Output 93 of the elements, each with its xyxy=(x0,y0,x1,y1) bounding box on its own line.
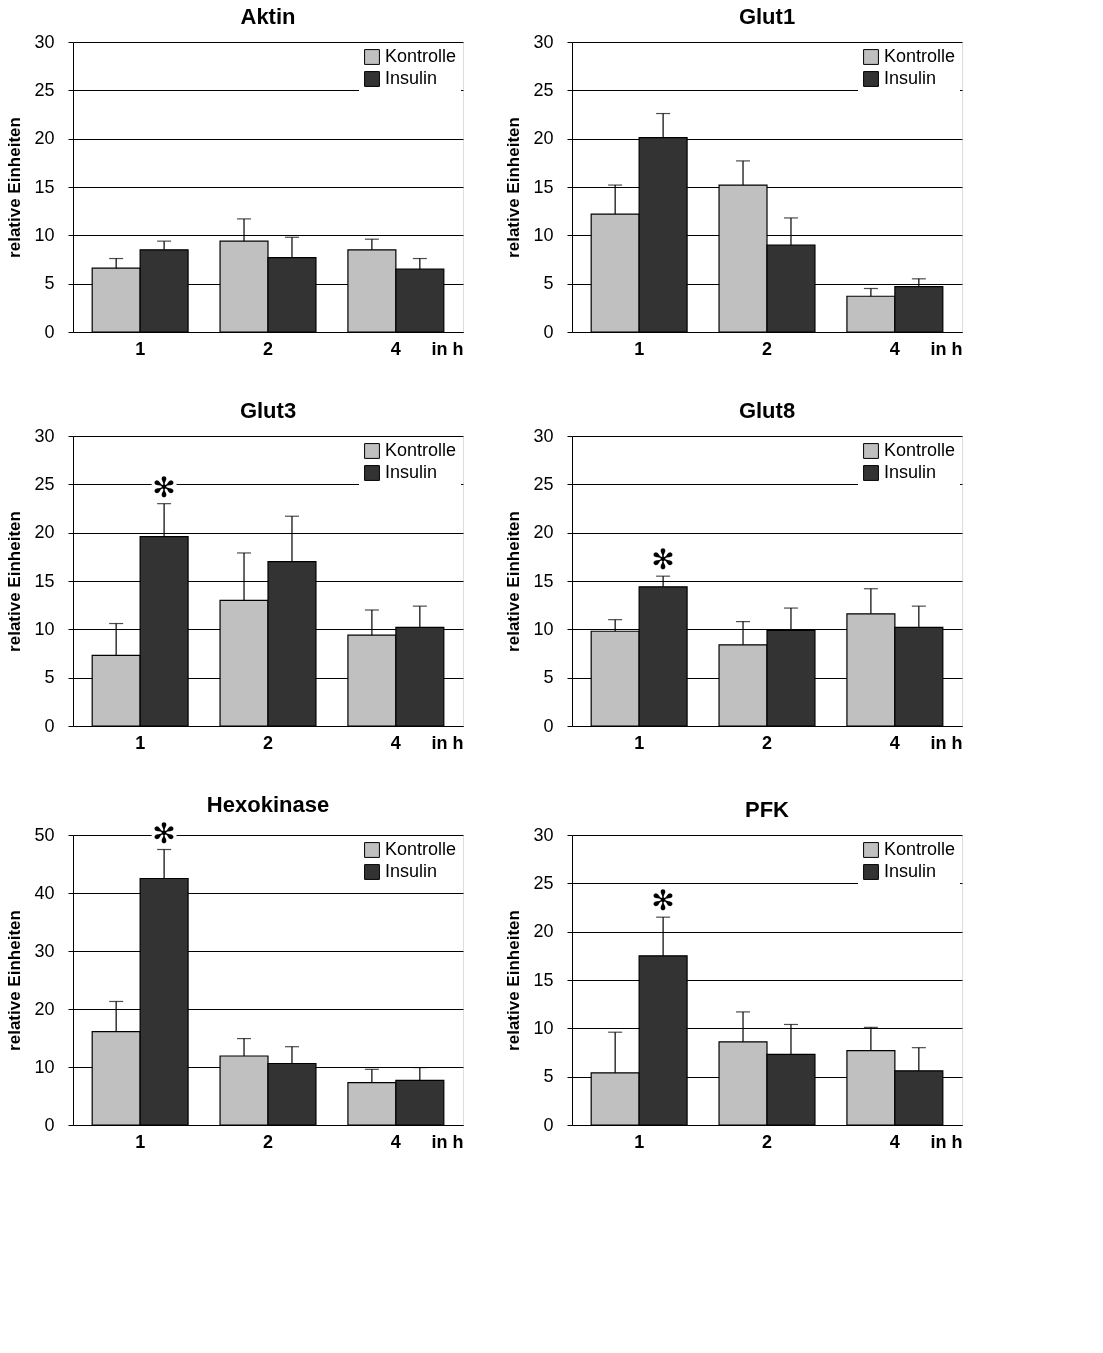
x-tick-label: 2 xyxy=(262,338,274,359)
legend-label: Insulin xyxy=(385,462,438,482)
y-tick-label: 0 xyxy=(543,715,554,736)
x-tick-label: 4 xyxy=(889,338,900,359)
y-tick-label: 20 xyxy=(533,921,554,942)
y-tick-label: 15 xyxy=(34,176,55,197)
legend-label: Kontrolle xyxy=(385,839,457,859)
legend-label: Insulin xyxy=(884,68,937,88)
y-tick-label: 20 xyxy=(34,998,55,1019)
x-tick-label: 1 xyxy=(634,338,645,359)
y-tick-label: 10 xyxy=(34,1056,55,1077)
x-tick-label: 2 xyxy=(262,1131,274,1152)
x-tick-label: 2 xyxy=(761,732,773,753)
x-axis-title: in h xyxy=(431,1131,464,1152)
legend-label: Kontrolle xyxy=(884,839,956,859)
y-tick-label: 30 xyxy=(533,425,554,446)
chart-title: Hexokinase xyxy=(206,791,330,817)
annotation: ✻ xyxy=(152,816,176,850)
x-axis-title: in h xyxy=(431,338,464,359)
y-tick-label: 0 xyxy=(543,321,554,342)
legend-label: Kontrolle xyxy=(884,46,956,66)
legend-label: Insulin xyxy=(385,861,438,881)
y-tick-label: 20 xyxy=(34,128,55,149)
y-tick-label: 5 xyxy=(44,273,55,294)
x-tick-label: 2 xyxy=(761,338,773,359)
x-axis-title: in h xyxy=(930,338,963,359)
legend-label: Insulin xyxy=(884,462,937,482)
y-tick-label: 15 xyxy=(34,570,55,591)
chart-title: Glut8 xyxy=(738,398,796,423)
y-axis-title: relative Einheiten xyxy=(5,511,25,652)
y-tick-label: 25 xyxy=(533,473,554,494)
x-axis-title: in h xyxy=(930,1131,963,1152)
x-tick-label: 1 xyxy=(634,732,645,753)
y-tick-label: 5 xyxy=(543,667,554,688)
y-tick-label: 30 xyxy=(34,425,55,446)
y-tick-label: 25 xyxy=(533,872,554,893)
x-tick-label: 1 xyxy=(135,1131,146,1152)
y-tick-label: 25 xyxy=(34,79,55,100)
y-tick-label: 15 xyxy=(533,176,554,197)
x-tick-label: 4 xyxy=(889,1131,900,1152)
y-tick-label: 30 xyxy=(533,31,554,52)
legend-label: Insulin xyxy=(884,861,937,881)
y-axis-title: relative Einheiten xyxy=(504,910,524,1051)
annotation: ✻ xyxy=(651,543,675,577)
x-tick-label: 1 xyxy=(135,732,146,753)
x-tick-label: 4 xyxy=(390,338,401,359)
y-tick-label: 10 xyxy=(34,224,55,245)
y-tick-label: 5 xyxy=(543,1066,554,1087)
y-tick-label: 10 xyxy=(34,618,55,639)
x-tick-label: 4 xyxy=(889,732,900,753)
y-axis-title: relative Einheiten xyxy=(504,117,524,258)
x-axis-title: in h xyxy=(431,732,464,753)
y-axis-title: relative Einheiten xyxy=(5,117,25,258)
y-tick-label: 40 xyxy=(34,882,55,903)
legend-label: Kontrolle xyxy=(385,46,457,66)
legend-label: Kontrolle xyxy=(385,440,457,460)
y-tick-label: 50 xyxy=(34,824,55,845)
y-tick-label: 0 xyxy=(44,715,55,736)
y-tick-label: 20 xyxy=(533,128,554,149)
y-tick-label: 20 xyxy=(533,522,554,543)
y-tick-label: 25 xyxy=(34,473,55,494)
x-tick-label: 2 xyxy=(761,1131,773,1152)
annotation: ✻ xyxy=(651,884,675,918)
chart-title: Glut1 xyxy=(738,4,796,29)
y-tick-label: 10 xyxy=(533,224,554,245)
y-tick-label: 15 xyxy=(533,969,554,990)
x-tick-label: 1 xyxy=(135,338,146,359)
y-tick-label: 25 xyxy=(533,79,554,100)
y-tick-label: 15 xyxy=(533,570,554,591)
y-tick-label: 10 xyxy=(533,618,554,639)
chart-title: Glut3 xyxy=(239,398,297,423)
y-tick-label: 0 xyxy=(44,1114,55,1135)
x-tick-label: 4 xyxy=(390,732,401,753)
y-tick-label: 30 xyxy=(34,940,55,961)
chart-title: PFK xyxy=(745,797,790,822)
annotation: ✻ xyxy=(152,470,176,504)
y-tick-label: 0 xyxy=(44,321,55,342)
y-tick-label: 30 xyxy=(533,824,554,845)
chart-title: Aktin xyxy=(240,4,296,29)
y-axis-title: relative Einheiten xyxy=(5,910,25,1051)
x-tick-label: 2 xyxy=(262,732,274,753)
y-tick-label: 10 xyxy=(533,1017,554,1038)
legend-label: Insulin xyxy=(385,68,438,88)
y-tick-label: 20 xyxy=(34,522,55,543)
x-tick-label: 1 xyxy=(634,1131,645,1152)
y-axis-title: relative Einheiten xyxy=(504,511,524,652)
legend-label: Kontrolle xyxy=(884,440,956,460)
x-axis-title: in h xyxy=(930,732,963,753)
y-tick-label: 0 xyxy=(543,1114,554,1135)
y-tick-label: 30 xyxy=(34,31,55,52)
x-tick-label: 4 xyxy=(390,1131,401,1152)
y-tick-label: 5 xyxy=(543,273,554,294)
y-tick-label: 5 xyxy=(44,667,55,688)
